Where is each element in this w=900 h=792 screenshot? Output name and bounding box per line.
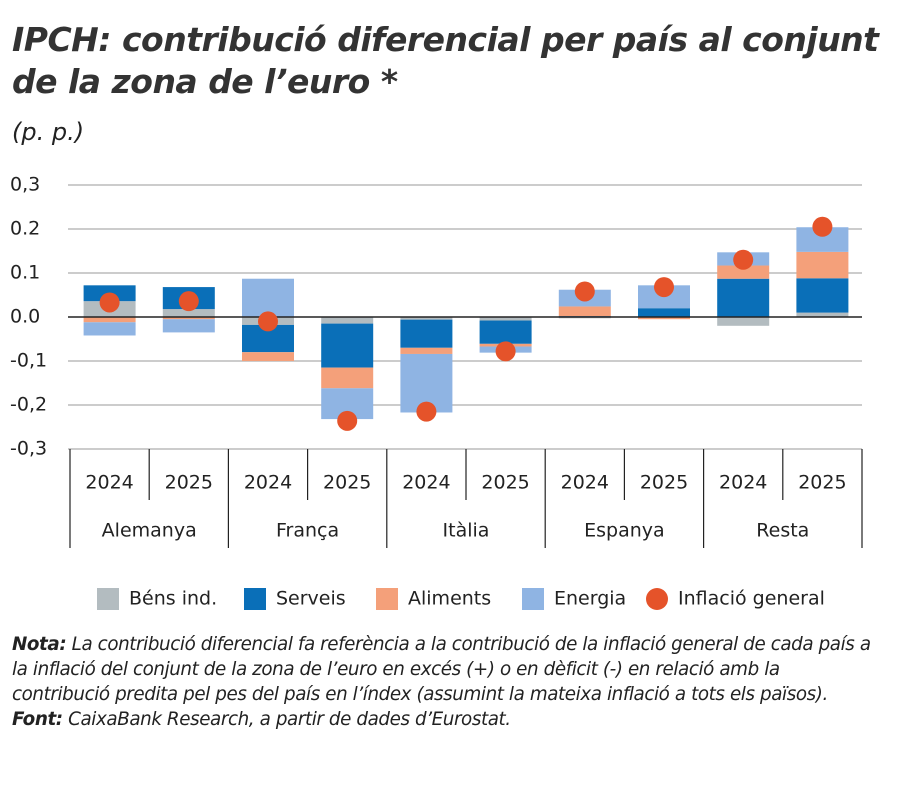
legend-label: Serveis <box>276 588 346 610</box>
legend-label: Energia <box>554 588 626 610</box>
marker <box>812 216 833 237</box>
bar-segment <box>400 319 453 348</box>
note: Nota: La contribució diferencial fa refe… <box>12 632 882 707</box>
bar-segment <box>242 352 294 361</box>
group-label: Alemanya <box>102 520 197 542</box>
bar-segment <box>321 367 374 389</box>
chart-title: de la zona de l’euro * <box>12 62 398 101</box>
y-tick-label: 0.0 <box>10 306 40 328</box>
marker <box>178 291 199 312</box>
bar-segment <box>162 319 215 333</box>
bar-segment <box>83 317 136 323</box>
y-tick-label: -0,1 <box>10 350 47 372</box>
x-tick-label: 2025 <box>798 472 846 494</box>
bar-segment <box>479 317 532 321</box>
marker <box>258 311 278 332</box>
x-tick-label: 2025 <box>323 472 371 494</box>
source-label: Font: <box>12 709 63 730</box>
x-tick-label: 2024 <box>85 472 133 494</box>
legend-swatch <box>97 588 119 610</box>
chart: -0,3 -0,2 -0,1 0.0 0.1 0.2 0,3 2024 2025 2024 2025… <box>10 174 863 610</box>
marker <box>495 341 516 362</box>
x-tick-label: 2025 <box>640 472 688 494</box>
bar-segment <box>796 278 849 313</box>
x-tick-label: 2024 <box>719 472 767 494</box>
marker <box>99 292 120 313</box>
bar-segment <box>717 278 770 317</box>
x-tick-label: 2025 <box>481 472 529 494</box>
bar-segment <box>321 323 374 368</box>
legend-label: Aliments <box>408 588 491 610</box>
bar-segment <box>717 265 770 279</box>
notes: Nota: La contribució diferencial fa refe… <box>12 632 882 732</box>
x-tick-label: 2024 <box>244 472 292 494</box>
legend-swatch <box>646 588 668 610</box>
x-tick-label: 2025 <box>165 472 213 494</box>
marker <box>337 410 358 431</box>
y-tick-label: 0.2 <box>10 218 40 240</box>
bar-segment <box>400 317 453 320</box>
bar-segment <box>717 317 770 326</box>
legend-swatch <box>244 588 266 610</box>
note-label: Nota: <box>12 634 67 655</box>
bar-segment <box>162 309 215 317</box>
x-tick-label: 2024 <box>561 472 609 494</box>
group-label: França <box>276 520 339 542</box>
group-label: Resta <box>756 520 809 542</box>
x-tick-label: 2024 <box>402 472 450 494</box>
bar-segment <box>796 251 849 279</box>
y-tick-label: -0,2 <box>10 394 47 416</box>
marker <box>416 401 437 422</box>
legend-label: Inflació general <box>678 588 825 610</box>
bar-segment <box>162 317 215 320</box>
chart-title: IPCH: contribució diferencial per país a… <box>12 20 879 59</box>
y-tick-label: 0,3 <box>10 174 40 196</box>
source-text: CaixaBank Research, a partir de dades d’… <box>68 709 511 730</box>
source: Font: CaixaBank Research, a partir de da… <box>12 707 882 732</box>
y-axis-label: (p. p.) <box>12 118 85 146</box>
legend-swatch <box>376 588 398 610</box>
group-label: Espanya <box>584 520 665 542</box>
bar-segment <box>558 306 611 317</box>
group-label: Itàlia <box>443 520 490 542</box>
marker <box>654 277 674 298</box>
bar-segment <box>638 317 690 320</box>
bar-segment <box>796 312 849 317</box>
bar-segment <box>479 320 532 344</box>
bar-segment <box>321 317 374 324</box>
bar-segment <box>242 278 294 317</box>
y-tick-label: -0,3 <box>10 438 47 460</box>
legend-label: Béns ind. <box>129 588 217 610</box>
bar-segment <box>83 322 136 336</box>
bar-segment <box>638 308 690 317</box>
marker <box>574 281 595 302</box>
bar-segment <box>400 347 453 354</box>
y-tick-label: 0.1 <box>10 262 40 284</box>
marker <box>733 249 754 270</box>
note-text: La contribució diferencial fa referència… <box>12 634 871 705</box>
legend-swatch <box>522 588 544 610</box>
